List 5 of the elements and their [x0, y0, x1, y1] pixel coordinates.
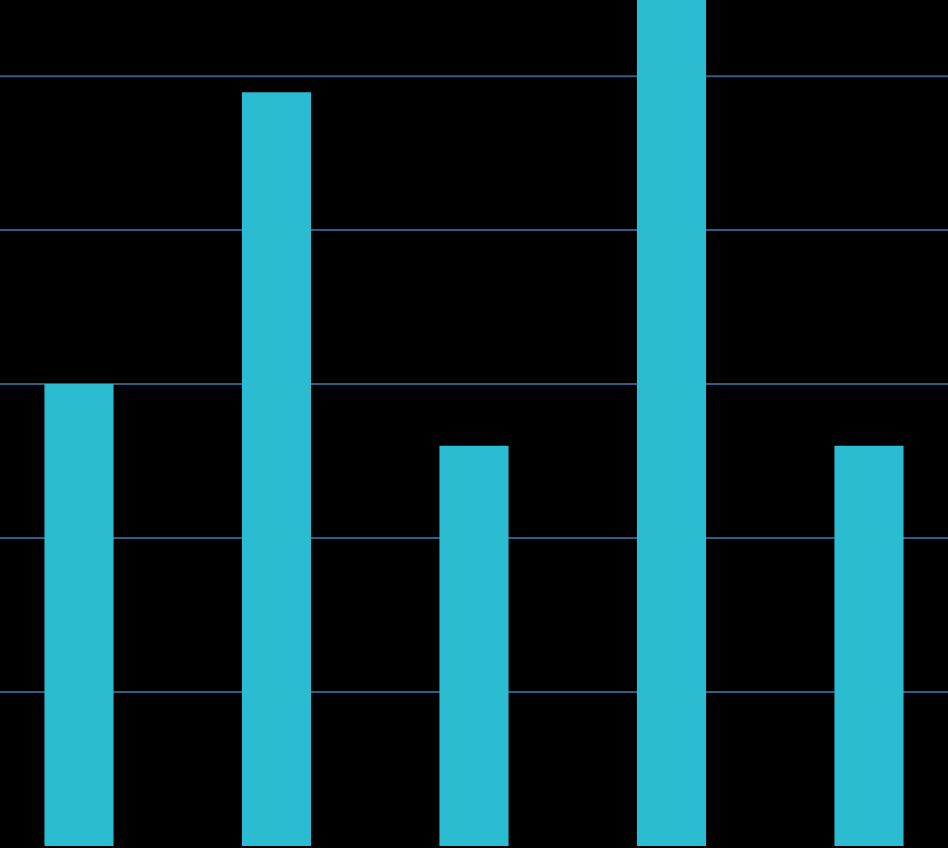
bar [636, 0, 707, 846]
bar [241, 92, 312, 846]
bar [834, 445, 904, 846]
bar [44, 384, 114, 846]
bar [439, 445, 509, 846]
